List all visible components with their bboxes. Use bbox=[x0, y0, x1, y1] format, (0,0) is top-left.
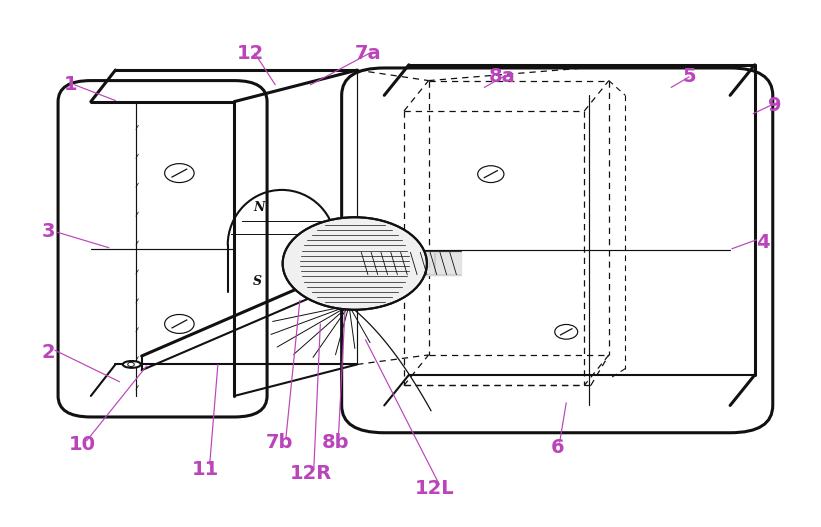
Circle shape bbox=[165, 164, 194, 182]
Circle shape bbox=[555, 325, 578, 339]
Circle shape bbox=[478, 165, 504, 182]
Text: 9: 9 bbox=[768, 96, 782, 115]
Text: 11: 11 bbox=[192, 460, 219, 479]
Text: 2: 2 bbox=[41, 344, 55, 363]
Text: 10: 10 bbox=[69, 435, 96, 454]
Text: 8a: 8a bbox=[489, 67, 516, 86]
Text: S: S bbox=[253, 275, 262, 288]
FancyBboxPatch shape bbox=[342, 68, 773, 433]
Text: 5: 5 bbox=[682, 67, 696, 86]
Text: N: N bbox=[253, 201, 264, 214]
Text: 3: 3 bbox=[42, 222, 55, 241]
FancyBboxPatch shape bbox=[58, 81, 267, 417]
Circle shape bbox=[165, 315, 194, 334]
Text: 7b: 7b bbox=[266, 433, 293, 452]
Text: 12R: 12R bbox=[289, 464, 332, 483]
Text: 6: 6 bbox=[551, 438, 565, 457]
Circle shape bbox=[282, 217, 427, 310]
Text: 12: 12 bbox=[237, 44, 264, 63]
Circle shape bbox=[128, 363, 135, 366]
Text: 12L: 12L bbox=[415, 479, 455, 498]
Text: 8b: 8b bbox=[321, 433, 349, 452]
Text: 1: 1 bbox=[63, 75, 77, 94]
Ellipse shape bbox=[123, 361, 141, 368]
Text: 4: 4 bbox=[756, 233, 770, 252]
Text: 7a: 7a bbox=[355, 44, 381, 63]
